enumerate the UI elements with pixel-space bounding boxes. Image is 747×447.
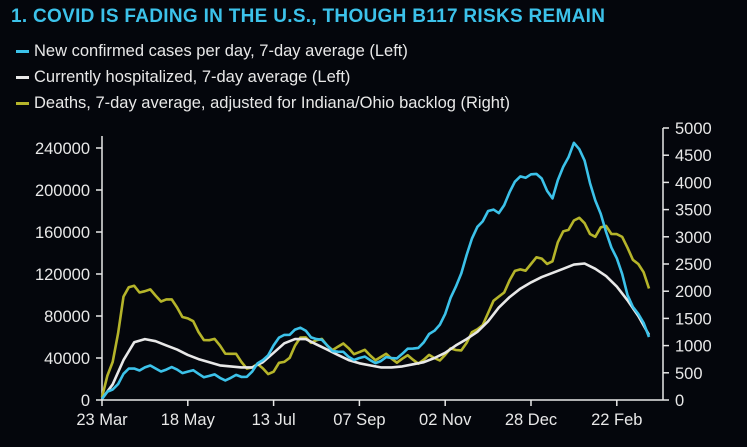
- y-left-tick-label: 80000: [44, 308, 90, 326]
- legend-swatch-hospitalized: [16, 75, 29, 79]
- deaths-line: [100, 216, 651, 398]
- y-left-tick-label: 0: [81, 392, 90, 410]
- series-lines: [100, 141, 651, 400]
- chart-title: 1. COVID IS FADING IN THE U.S., THOUGH B…: [11, 6, 606, 27]
- axes: 0 40000 80000 120000 160000 200000 240000 0 500 1…: [35, 120, 712, 429]
- x-tick-label: 18 May: [161, 411, 216, 429]
- y-right-tick-label: 3500: [675, 202, 712, 220]
- x-tick-label: 22 Feb: [591, 411, 642, 429]
- y-right-tick-label: 2000: [675, 283, 712, 301]
- y-left-tick-label: 160000: [35, 224, 90, 242]
- legend-item-cases: New confirmed cases per day, 7-day avera…: [16, 38, 510, 64]
- y-right-tick-label: 3000: [675, 229, 712, 247]
- legend-label-deaths: Deaths, 7-day average, adjusted for Indi…: [34, 93, 511, 112]
- hospitalized-line: [100, 262, 651, 400]
- y-right-tick-label: 5000: [675, 120, 712, 138]
- y-right-tick-label: 500: [675, 365, 703, 383]
- y-right-tick-label: 2500: [675, 256, 712, 274]
- y-right-tick-label: 1000: [675, 338, 712, 356]
- legend-label-hospitalized: Currently hospitalized, 7-day average (L…: [34, 67, 351, 86]
- legend-label-cases: New confirmed cases per day, 7-day avera…: [34, 41, 408, 60]
- legend-swatch-deaths: [16, 101, 29, 105]
- legend: New confirmed cases per day, 7-day avera…: [16, 38, 510, 116]
- y-right-tick-label: 4500: [675, 147, 712, 165]
- y-left-tick-label: 240000: [35, 140, 90, 158]
- x-tick-label: 28 Dec: [505, 411, 557, 429]
- y-left-tick-label: 200000: [35, 182, 90, 200]
- legend-item-hospitalized: Currently hospitalized, 7-day average (L…: [16, 64, 510, 90]
- y-left-tick-label: 120000: [35, 266, 90, 284]
- x-tick-label: 02 Nov: [419, 411, 472, 429]
- x-tick-label: 07 Sep: [333, 411, 385, 429]
- x-tick-label: 13 Jul: [252, 411, 296, 429]
- y-right-tick-label: 4000: [675, 174, 712, 192]
- legend-item-deaths: Deaths, 7-day average, adjusted for Indi…: [16, 90, 510, 116]
- legend-swatch-cases: [16, 49, 29, 53]
- y-left-tick-label: 40000: [44, 350, 90, 368]
- cases-line: [100, 141, 651, 400]
- y-right-tick-label: 1500: [675, 310, 712, 328]
- x-tick-label: 23 Mar: [76, 411, 128, 429]
- y-right-tick-label: 0: [675, 392, 684, 410]
